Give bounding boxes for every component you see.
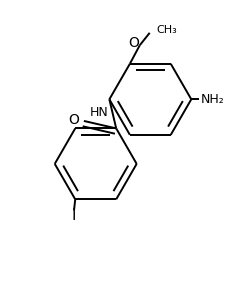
Text: O: O	[128, 36, 138, 50]
Text: CH₃: CH₃	[155, 25, 176, 35]
Text: I: I	[72, 208, 76, 223]
Text: NH₂: NH₂	[200, 93, 224, 106]
Text: O: O	[68, 113, 79, 127]
Text: HN: HN	[90, 106, 108, 119]
